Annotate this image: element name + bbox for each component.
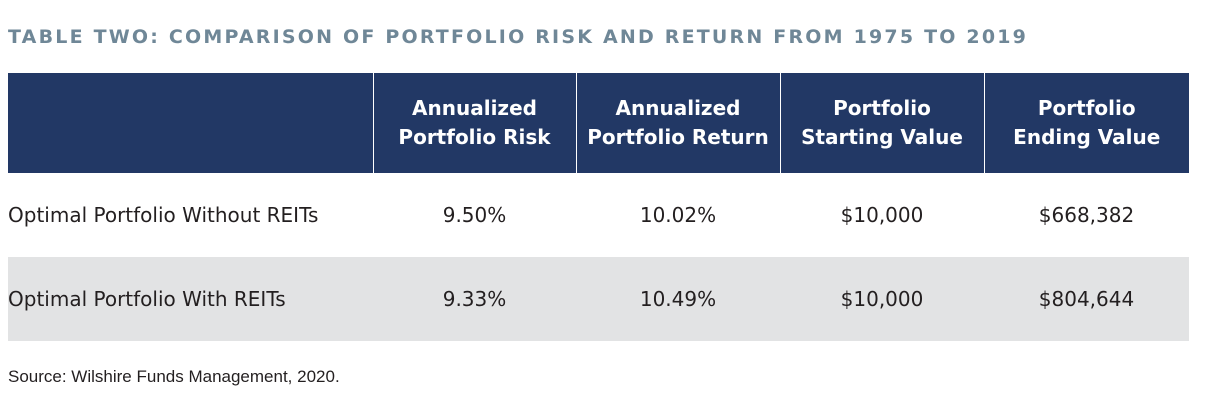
header-line: Annualized: [615, 96, 741, 120]
table-title: TABLE TWO: COMPARISON OF PORTFOLIO RISK …: [8, 26, 1029, 48]
header-line: Ending Value: [1013, 125, 1161, 149]
header-annualized-portfolio-return: Annualized Portfolio Return: [575, 73, 780, 173]
source-note: Source: Wilshire Funds Management, 2020.: [8, 367, 340, 386]
return-cell: 10.49%: [576, 257, 780, 341]
row-label: Optimal Portfolio Without REITs: [8, 203, 319, 227]
header-line: Portfolio Return: [587, 125, 769, 149]
header-line: Portfolio: [1037, 96, 1136, 120]
starting-value-cell: $10,000: [840, 203, 924, 227]
header-empty-cell: [8, 73, 373, 173]
return-cell: 10.02%: [639, 203, 717, 227]
header-portfolio-ending-value: Portfolio Ending Value: [983, 73, 1189, 173]
ending-value-cell: $668,382: [1038, 203, 1135, 227]
risk-cell: 9.50%: [442, 203, 507, 227]
row-label: Optimal Portfolio With REITs: [8, 257, 373, 341]
table-row: Optimal Portfolio With REITs 9.33% 10.49…: [8, 257, 1189, 341]
ending-value-cell: $804,644: [984, 257, 1189, 341]
table-row: Optimal Portfolio Without REITs 9.50% 10…: [8, 173, 1189, 257]
risk-cell: 9.33%: [373, 257, 576, 341]
header-portfolio-starting-value: Portfolio Starting Value: [779, 73, 984, 173]
starting-value-cell: $10,000: [780, 257, 984, 341]
header-line: Annualized: [412, 96, 537, 120]
header-line: Portfolio Risk: [398, 125, 551, 149]
table-header-row: Annualized Portfolio Risk Annualized Por…: [8, 73, 1189, 173]
header-annualized-portfolio-risk: Annualized Portfolio Risk: [372, 73, 576, 173]
comparison-table: Annualized Portfolio Risk Annualized Por…: [8, 73, 1189, 341]
header-line: Starting Value: [801, 125, 963, 149]
header-line: Portfolio: [833, 96, 931, 120]
